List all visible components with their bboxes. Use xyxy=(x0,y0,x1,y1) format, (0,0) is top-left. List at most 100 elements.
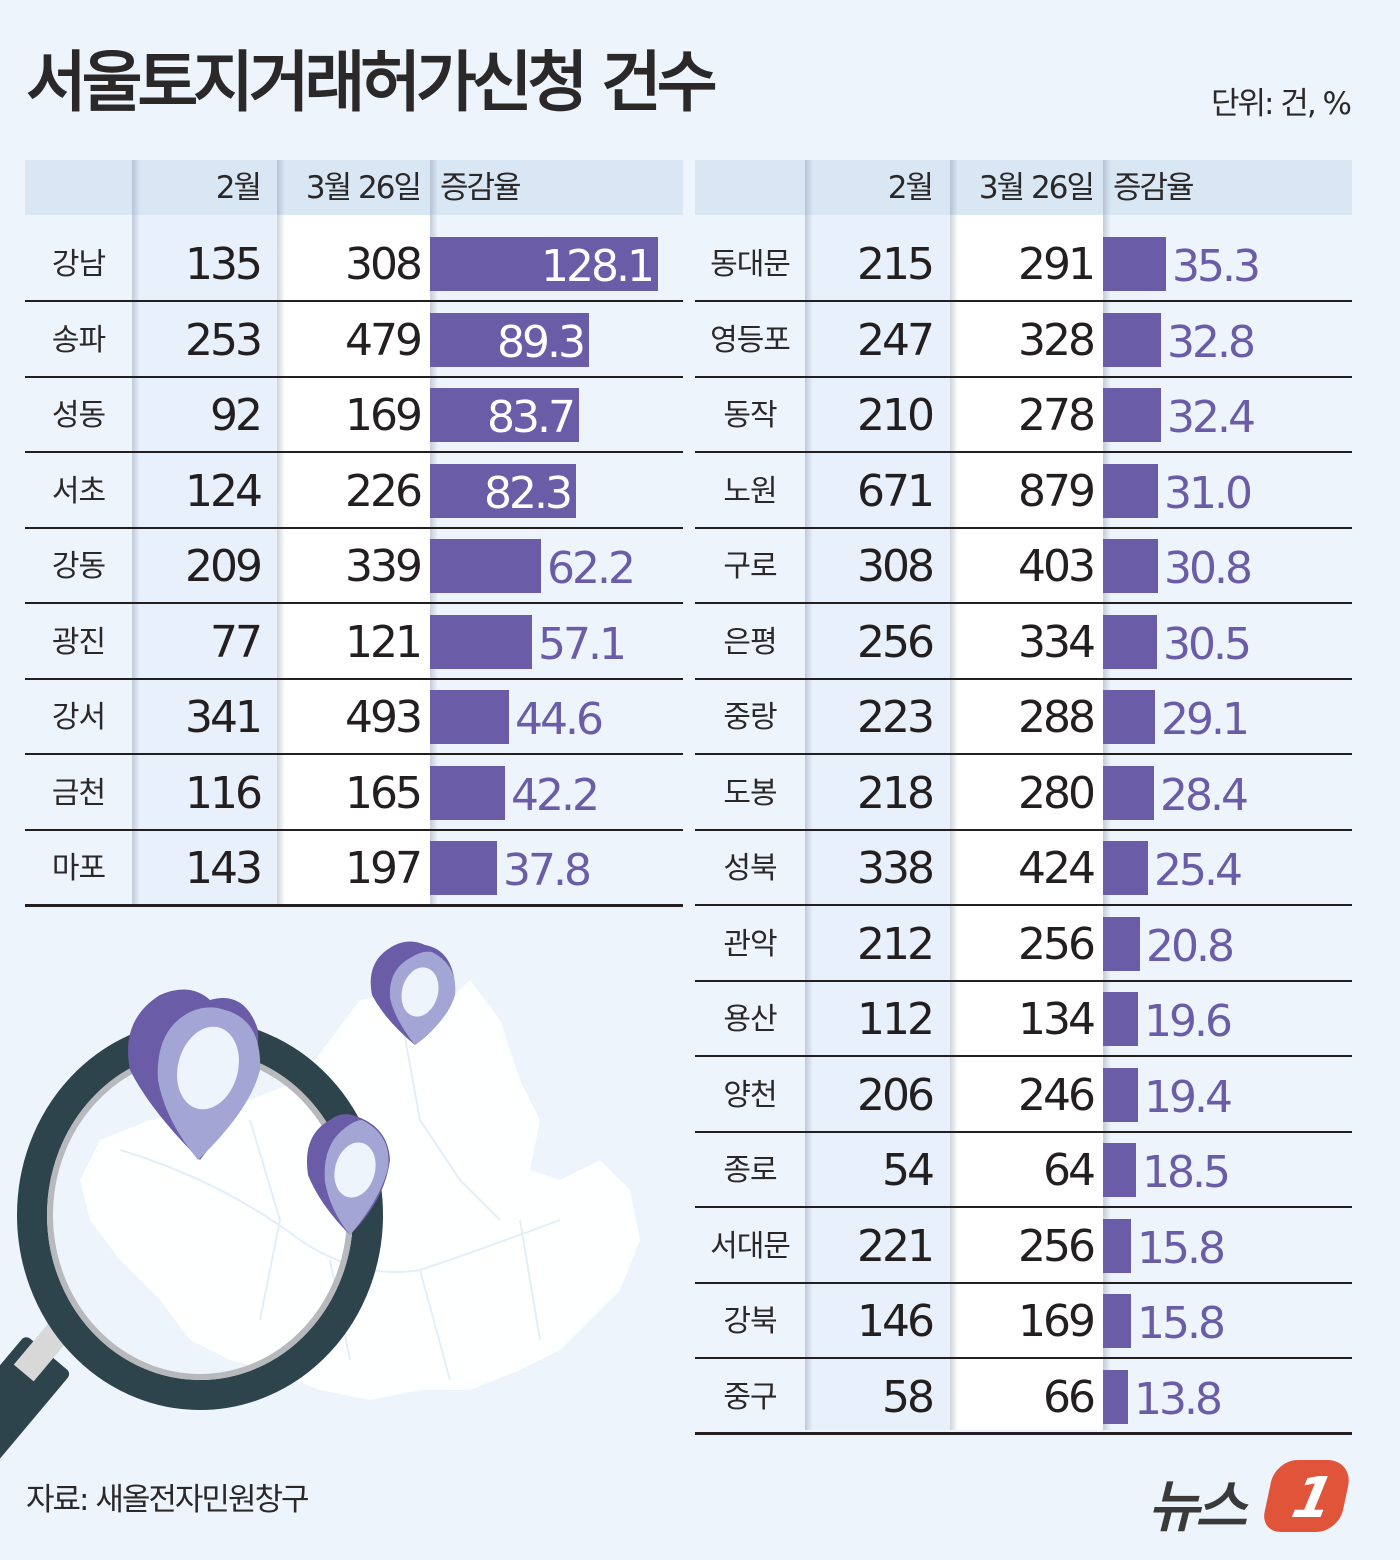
district-name: 구로 xyxy=(723,549,777,584)
table-bottom-rule xyxy=(695,1432,1352,1435)
rate-bar xyxy=(430,463,576,518)
rate-bar xyxy=(430,841,497,895)
rate-bar xyxy=(1103,841,1148,895)
rate-value: 30.5 xyxy=(1163,618,1252,670)
district-name: 서대문 xyxy=(710,1228,791,1264)
table-row: 동대문 215 291 35.3 xyxy=(695,227,1352,302)
rate-bar xyxy=(1103,388,1161,442)
row-divider xyxy=(695,1206,1352,1208)
district-name: 강남 xyxy=(51,247,106,282)
table-row: 종로 54 64 18.5 xyxy=(695,1133,1352,1208)
feb-count: 223 xyxy=(857,692,935,743)
rate-bar xyxy=(1103,614,1157,669)
column-divider-shade xyxy=(132,160,140,905)
rate-value: 20.8 xyxy=(1146,920,1235,972)
rate-value: 44.6 xyxy=(515,694,604,745)
district-name: 노원 xyxy=(723,473,777,509)
feb-count: 54 xyxy=(882,1145,935,1196)
feb-count: 58 xyxy=(882,1371,935,1423)
row-divider xyxy=(695,904,1352,906)
table-row: 강서 341 493 44.6 xyxy=(25,680,683,755)
row-divider xyxy=(695,1281,1352,1284)
feb-count: 212 xyxy=(857,918,935,970)
mar-count: 134 xyxy=(1018,994,1096,1045)
rate-bar xyxy=(1103,1369,1128,1424)
rate-value: 15.8 xyxy=(1137,1222,1226,1274)
row-divider xyxy=(25,375,683,378)
mar-count: 197 xyxy=(345,843,423,894)
rate-value: 42.2 xyxy=(511,769,600,821)
rate-bar xyxy=(1103,312,1161,367)
feb-count: 124 xyxy=(185,465,263,517)
rate-value: 19.4 xyxy=(1144,1071,1233,1123)
district-name: 강서 xyxy=(51,700,106,735)
table-row: 광진 77 121 57.1 xyxy=(25,605,683,680)
rate-bar xyxy=(1103,237,1166,291)
mar-count: 403 xyxy=(1018,541,1096,592)
page-title: 서울토지거래허가신청 건수 xyxy=(26,44,718,121)
header-feb: 2월 xyxy=(215,170,262,206)
district-name: 관악 xyxy=(723,926,777,962)
rate-value: 32.4 xyxy=(1167,392,1256,443)
header-rate: 증감율 xyxy=(440,170,522,206)
mar-count: 308 xyxy=(345,239,423,290)
rate-value: 29.1 xyxy=(1161,694,1250,745)
column-divider-shade xyxy=(805,160,813,1430)
feb-count: 146 xyxy=(857,1296,935,1347)
magnifier-map-illustration xyxy=(0,941,640,1460)
district-name: 강동 xyxy=(51,549,106,584)
row-divider xyxy=(25,451,683,453)
feb-count: 221 xyxy=(857,1220,935,1272)
row-divider xyxy=(695,1357,1352,1359)
rate-bar xyxy=(1103,1294,1131,1348)
rate-value: 28.4 xyxy=(1160,769,1249,821)
rate-value: 25.4 xyxy=(1154,845,1243,896)
header-rate: 증감율 xyxy=(1113,170,1195,206)
column-divider-shade xyxy=(950,160,958,1430)
table-row: 도봉 218 280 28.4 xyxy=(695,756,1352,831)
feb-count: 308 xyxy=(857,541,935,592)
table-row: 성동 92 169 83.7 xyxy=(25,378,683,453)
district-name: 금천 xyxy=(51,775,106,811)
table-row: 중구 58 66 13.8 xyxy=(695,1360,1352,1435)
mar-count: 278 xyxy=(1018,390,1096,441)
news1-logo: 뉴스 1 xyxy=(1148,1458,1358,1540)
table-row: 금천 116 165 42.2 xyxy=(25,756,683,831)
rate-value: 15.8 xyxy=(1137,1298,1226,1349)
district-name: 마포 xyxy=(51,851,106,886)
rate-value: 35.3 xyxy=(1172,241,1261,292)
row-divider xyxy=(695,979,1352,982)
header-feb: 2월 xyxy=(887,170,934,206)
rate-bar xyxy=(1103,463,1158,518)
mar-count: 339 xyxy=(345,541,423,592)
district-name: 중랑 xyxy=(723,700,777,735)
rate-value: 82.3 xyxy=(484,467,573,519)
mar-count: 328 xyxy=(1018,314,1096,366)
row-divider xyxy=(25,300,683,302)
rate-bar xyxy=(430,312,589,367)
logo-mark-icon: 1 xyxy=(1260,1460,1354,1532)
rate-value: 32.8 xyxy=(1167,316,1256,368)
row-divider xyxy=(25,677,683,680)
table-row: 양천 206 246 19.4 xyxy=(695,1058,1352,1133)
table-row: 노원 671 879 31.0 xyxy=(695,454,1352,529)
district-name: 양천 xyxy=(723,1077,777,1113)
table-row: 성북 338 424 25.4 xyxy=(695,831,1352,906)
rate-value: 89.3 xyxy=(497,316,586,368)
district-name: 동대문 xyxy=(710,247,791,282)
district-name: 은평 xyxy=(723,624,777,660)
district-name: 송파 xyxy=(51,322,106,358)
district-name: 종로 xyxy=(723,1153,777,1188)
mar-count: 280 xyxy=(1018,767,1096,819)
table-bottom-rule xyxy=(25,903,683,907)
feb-count: 341 xyxy=(185,692,263,743)
rate-bar xyxy=(1103,992,1138,1046)
row-divider xyxy=(695,753,1352,755)
row-divider xyxy=(695,300,1352,302)
district-name: 중구 xyxy=(723,1379,777,1415)
column-divider-shade xyxy=(277,160,285,905)
table-row: 서대문 221 256 15.8 xyxy=(695,1209,1352,1284)
row-divider xyxy=(695,1130,1352,1133)
rate-value: 13.8 xyxy=(1134,1373,1223,1425)
rate-value: 18.5 xyxy=(1142,1147,1231,1198)
